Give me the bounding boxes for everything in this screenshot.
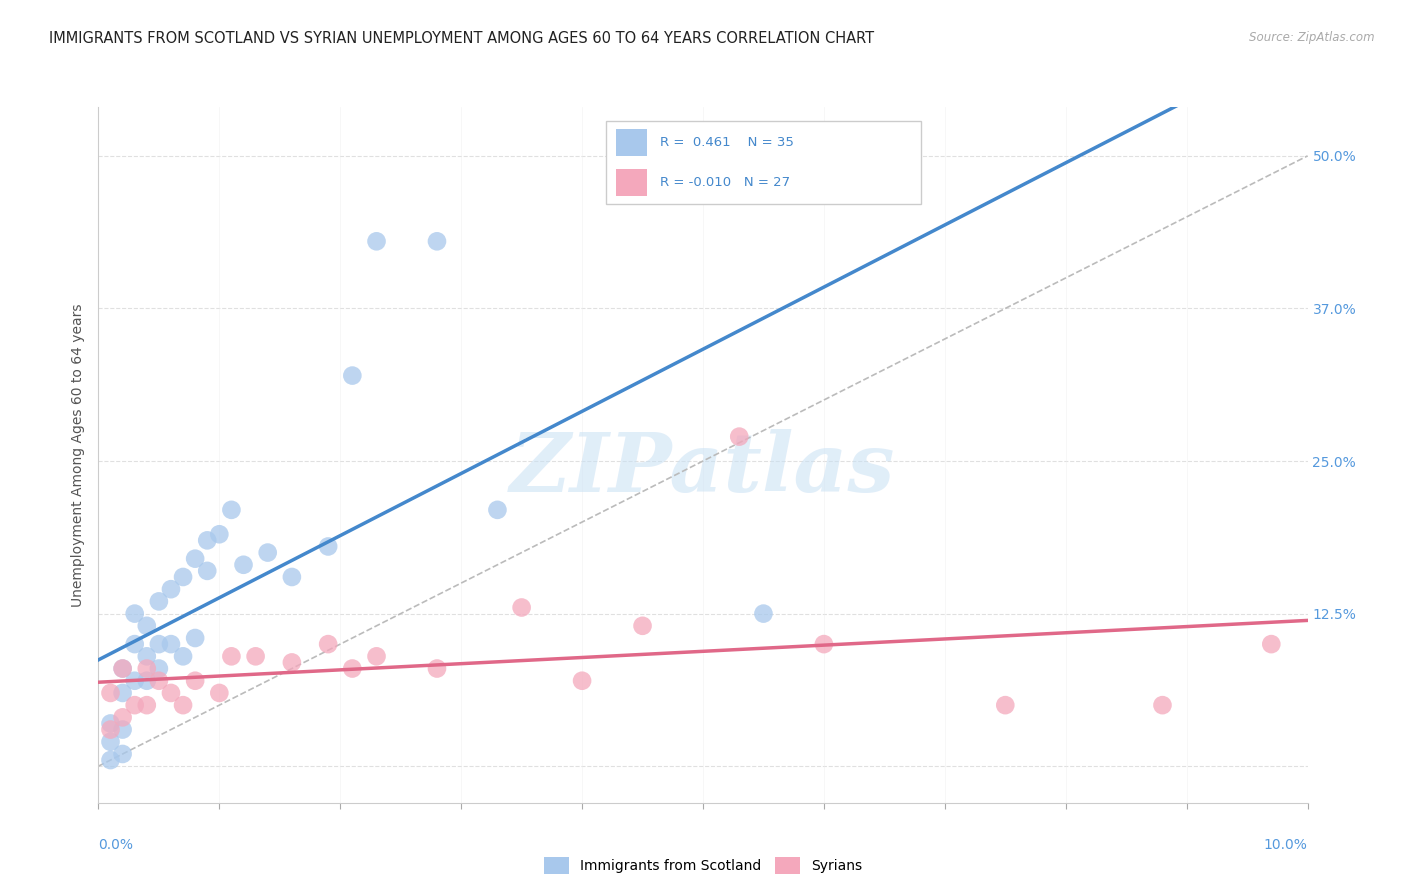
Point — [208, 686, 231, 700]
Point — [195, 533, 218, 548]
Point — [184, 551, 207, 566]
Point — [281, 570, 304, 584]
Point — [172, 649, 194, 664]
Point — [208, 527, 231, 541]
Point — [256, 545, 278, 559]
Point — [366, 649, 388, 664]
Point — [148, 637, 170, 651]
Point — [486, 503, 509, 517]
Point — [752, 607, 775, 621]
Point — [426, 235, 449, 249]
Point — [100, 735, 122, 749]
Point — [184, 673, 207, 688]
Point — [221, 649, 243, 664]
Point — [148, 673, 170, 688]
Point — [135, 649, 157, 664]
Point — [124, 637, 146, 651]
Point — [426, 661, 449, 675]
Point — [172, 698, 194, 713]
Point — [100, 686, 122, 700]
Point — [124, 673, 146, 688]
Point — [160, 637, 183, 651]
Point — [195, 564, 218, 578]
Text: IMMIGRANTS FROM SCOTLAND VS SYRIAN UNEMPLOYMENT AMONG AGES 60 TO 64 YEARS CORREL: IMMIGRANTS FROM SCOTLAND VS SYRIAN UNEMP… — [49, 31, 875, 46]
Point — [342, 368, 364, 383]
Point — [232, 558, 254, 572]
Point — [148, 661, 170, 675]
Point — [160, 582, 183, 597]
Point — [221, 503, 243, 517]
Point — [135, 698, 157, 713]
Point — [111, 723, 134, 737]
Point — [994, 698, 1017, 713]
Text: 0.0%: 0.0% — [98, 838, 134, 853]
Point — [1260, 637, 1282, 651]
Point — [631, 619, 654, 633]
Point — [111, 686, 134, 700]
Point — [111, 661, 134, 675]
Text: 10.0%: 10.0% — [1264, 838, 1308, 853]
Point — [111, 747, 134, 761]
Point — [316, 540, 339, 554]
Legend: Immigrants from Scotland, Syrians: Immigrants from Scotland, Syrians — [538, 851, 868, 880]
Point — [316, 637, 339, 651]
Point — [510, 600, 533, 615]
Text: Source: ZipAtlas.com: Source: ZipAtlas.com — [1250, 31, 1375, 45]
Point — [135, 661, 157, 675]
Point — [100, 716, 122, 731]
Point — [728, 429, 751, 443]
Point — [148, 594, 170, 608]
Point — [571, 673, 593, 688]
Point — [111, 661, 134, 675]
Point — [172, 570, 194, 584]
Point — [160, 686, 183, 700]
Point — [1152, 698, 1174, 713]
Point — [135, 619, 157, 633]
Point — [124, 607, 146, 621]
Point — [281, 656, 304, 670]
Point — [184, 631, 207, 645]
Y-axis label: Unemployment Among Ages 60 to 64 years: Unemployment Among Ages 60 to 64 years — [72, 303, 86, 607]
Point — [366, 235, 388, 249]
Point — [135, 673, 157, 688]
Point — [813, 637, 835, 651]
Point — [342, 661, 364, 675]
Point — [100, 753, 122, 767]
Point — [245, 649, 267, 664]
Point — [124, 698, 146, 713]
Point — [100, 723, 122, 737]
Text: ZIPatlas: ZIPatlas — [510, 429, 896, 508]
Point — [111, 710, 134, 724]
